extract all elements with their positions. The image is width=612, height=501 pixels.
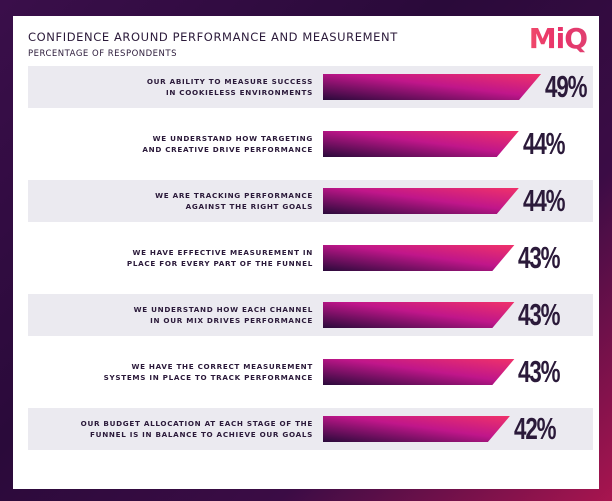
bar-graphic <box>323 302 515 328</box>
bar <box>323 416 510 442</box>
bar <box>323 131 519 157</box>
value-label: 44% <box>522 183 566 218</box>
category-label: WE UNDERSTAND HOW TARGETING AND CREATIVE… <box>142 134 313 154</box>
bar-row: WE UNDERSTAND HOW EACH CHANNEL IN OUR MI… <box>28 294 593 336</box>
value-label: 43% <box>518 354 561 389</box>
bar-row: OUR ABILITY TO MEASURE SUCCESS IN COOKIE… <box>28 66 593 108</box>
bar-row: OUR BUDGET ALLOCATION AT EACH STAGE OF T… <box>28 408 593 450</box>
bar-row: WE UNDERSTAND HOW TARGETING AND CREATIVE… <box>28 123 593 165</box>
value-label: 49% <box>545 69 588 104</box>
category-label: WE HAVE EFFECTIVE MEASUREMENT IN PLACE F… <box>126 248 313 268</box>
bar <box>323 245 515 271</box>
bar-row: WE HAVE THE CORRECT MEASUREMENT SYSTEMS … <box>28 351 593 393</box>
category-label: WE ARE TRACKING PERFORMANCE AGAINST THE … <box>155 191 313 211</box>
bar-row: WE HAVE EFFECTIVE MEASUREMENT IN PLACE F… <box>28 237 593 279</box>
chart-subtitle: PERCENTAGE OF RESPONDENTS <box>28 49 177 59</box>
value-label: 44% <box>522 126 566 161</box>
bar-graphic <box>323 188 519 214</box>
bar <box>323 188 519 214</box>
value-label: 43% <box>518 240 561 275</box>
bar-graphic <box>323 416 510 442</box>
bar-graphic <box>323 359 515 385</box>
bar-graphic <box>323 131 519 157</box>
bar <box>323 302 515 328</box>
value-label: 43% <box>518 297 561 332</box>
chart-card: CONFIDENCE AROUND PERFORMANCE AND MEASUR… <box>13 16 599 489</box>
category-label: WE UNDERSTAND HOW EACH CHANNEL IN OUR MI… <box>133 305 313 325</box>
category-label: WE HAVE THE CORRECT MEASUREMENT SYSTEMS … <box>103 362 313 382</box>
bar <box>323 359 515 385</box>
category-label: OUR BUDGET ALLOCATION AT EACH STAGE OF T… <box>80 419 313 439</box>
bar-graphic <box>323 74 542 100</box>
value-label: 42% <box>513 411 557 446</box>
bar-row: WE ARE TRACKING PERFORMANCE AGAINST THE … <box>28 180 593 222</box>
bar <box>323 74 542 100</box>
bar-graphic <box>323 245 515 271</box>
chart-title: CONFIDENCE AROUND PERFORMANCE AND MEASUR… <box>28 30 398 44</box>
miq-logo: MiQ <box>528 22 588 55</box>
category-label: OUR ABILITY TO MEASURE SUCCESS IN COOKIE… <box>146 77 313 97</box>
